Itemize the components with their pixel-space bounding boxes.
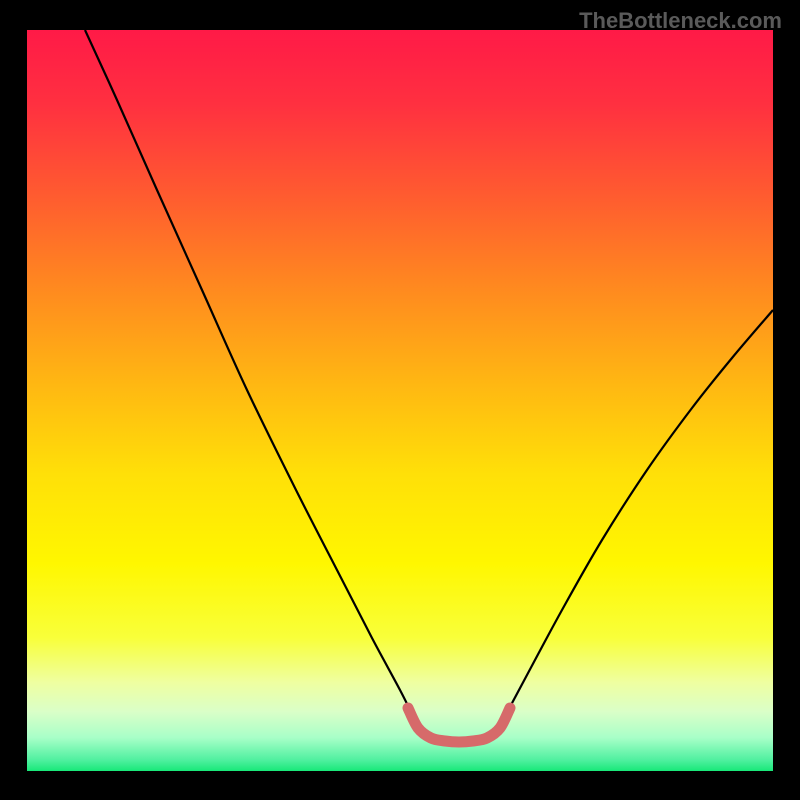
chart-svg xyxy=(27,30,773,771)
chart-container: TheBottleneck.com xyxy=(0,0,800,800)
watermark-text: TheBottleneck.com xyxy=(579,8,782,34)
plot-area xyxy=(27,30,773,771)
gradient-background xyxy=(27,30,773,771)
